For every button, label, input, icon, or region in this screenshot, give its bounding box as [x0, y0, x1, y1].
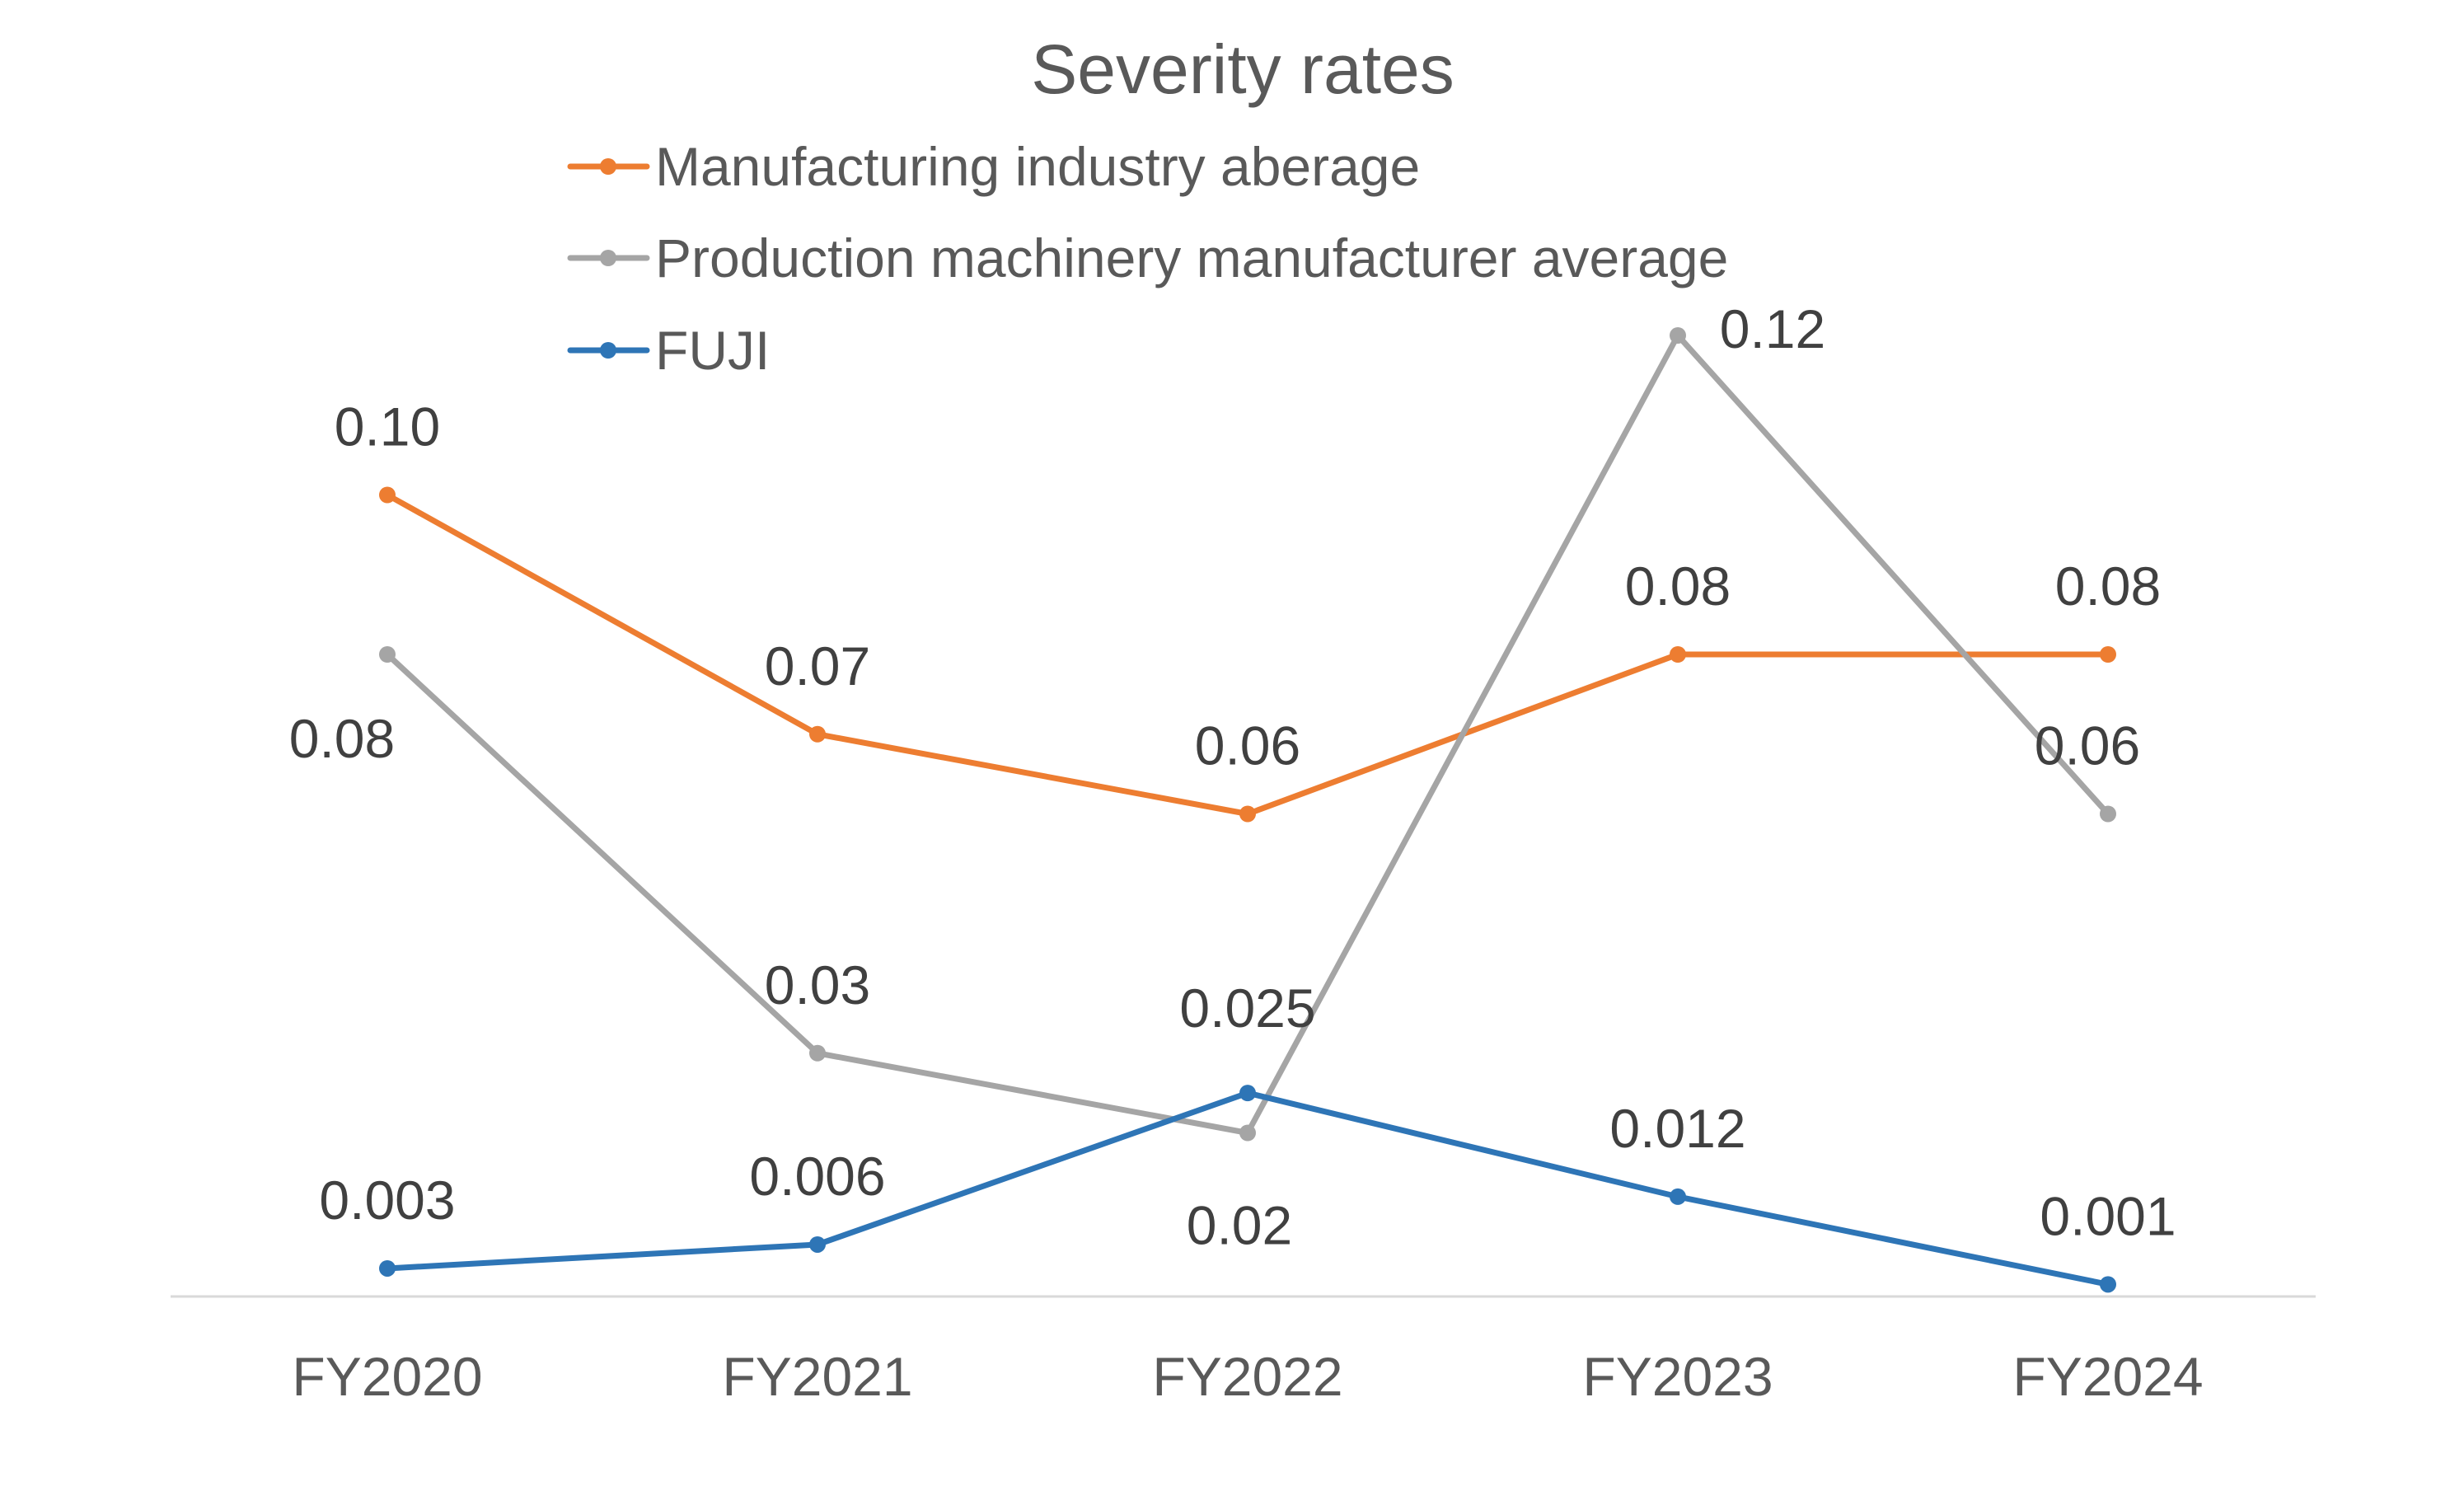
data-label: 0.03 [765, 954, 870, 1015]
legend-label: Manufacturing industry aberage [655, 136, 1420, 197]
data-label: 0.025 [1179, 978, 1315, 1039]
x-tick-label: FY2023 [1582, 1346, 1773, 1407]
data-point [1239, 1124, 1256, 1142]
legend-item: Manufacturing industry aberage [567, 136, 1420, 197]
data-point [809, 725, 826, 743]
data-label: 0.08 [2055, 556, 2161, 617]
legend-item: Production machinery manufacturer averag… [567, 227, 1728, 288]
data-point [809, 1235, 826, 1253]
data-label: 0.08 [289, 708, 395, 769]
chart-title: Severity rates [1031, 30, 1455, 108]
data-point [379, 486, 396, 504]
data-label: 0.08 [1625, 556, 1731, 617]
legend-marker-swatch [600, 250, 616, 266]
data-point [2100, 805, 2116, 823]
legend-item: FUJI [567, 320, 770, 381]
data-label: 0.12 [1720, 298, 1825, 359]
data-point [809, 1044, 826, 1062]
legend-label: FUJI [655, 320, 770, 381]
legend: Manufacturing industry aberage Production… [567, 136, 1728, 381]
data-point [379, 646, 396, 663]
plot-area: 0.10 0.07 0.06 0.08 0.08 0.08 0.03 0.02 0.12 0.06… [171, 298, 2316, 1298]
legend-marker-swatch [600, 158, 616, 175]
data-label: 0.06 [1195, 715, 1300, 776]
data-point [2100, 646, 2116, 663]
data-point [1670, 327, 1686, 344]
x-tick-label: FY2024 [2012, 1346, 2203, 1407]
data-point [1239, 1085, 1256, 1102]
x-axis-tick-labels: FY2020 FY2021 FY2022 FY2023 FY2024 [292, 1346, 2203, 1407]
data-label: 0.006 [749, 1146, 885, 1207]
data-point [379, 1259, 396, 1277]
data-label: 0.003 [319, 1170, 455, 1231]
x-tick-label: FY2020 [292, 1346, 482, 1407]
data-label: 0.001 [2040, 1185, 2176, 1246]
data-labels: 0.10 0.07 0.06 0.08 0.08 0.08 0.03 0.02 0.12 0.06… [289, 298, 2176, 1256]
data-point [1670, 646, 1686, 663]
legend-marker-swatch [600, 342, 616, 359]
data-point [2100, 1276, 2116, 1293]
data-label: 0.012 [1609, 1098, 1745, 1159]
data-label: 0.02 [1187, 1195, 1292, 1256]
data-label: 0.07 [765, 635, 870, 696]
data-point [1670, 1188, 1686, 1205]
data-label: 0.10 [335, 396, 440, 457]
legend-label: Production machinery manufacturer averag… [655, 227, 1728, 288]
x-tick-label: FY2022 [1152, 1346, 1342, 1407]
data-label: 0.06 [2035, 715, 2140, 776]
x-tick-label: FY2021 [722, 1346, 912, 1407]
series-markers [379, 327, 2116, 1293]
data-point [1239, 805, 1256, 823]
